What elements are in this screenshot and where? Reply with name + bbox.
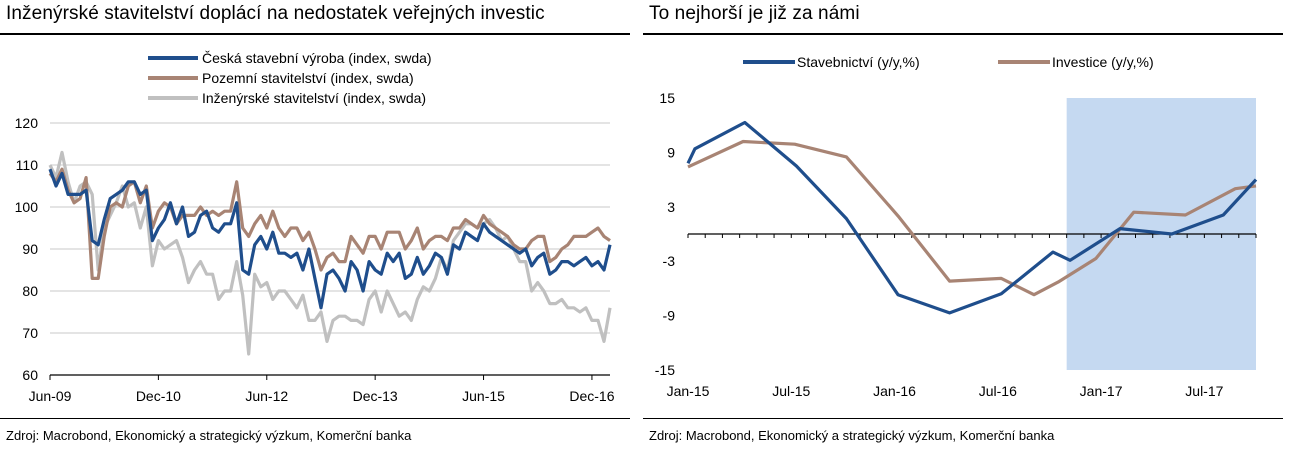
y-tick-label: 70 [22, 325, 38, 341]
x-tick-label: Jun-15 [462, 388, 505, 404]
legend-label: Inženýrské stavitelství (index, swda) [202, 90, 426, 106]
y-tick-label: -3 [663, 253, 676, 269]
chart-title: Inženýrské stavitelství doplácí na nedos… [6, 3, 545, 24]
x-tick-label: Jun-12 [245, 388, 288, 404]
y-tick-label: 3 [667, 199, 675, 215]
series-line-pozemni-stavitelstvi-index-swda [48, 167, 611, 280]
series-line-ceska-stavebni-vyroba-index-swda [48, 168, 612, 310]
series-line-inzenyrske-stavitelstvi-index-swda [48, 150, 612, 356]
x-tick-label: Dec-10 [136, 388, 181, 404]
right-chart-panel: To nejhorší je již za námi -15 -9 -3 3 9 15 Ja… [643, 0, 1283, 449]
y-tick-label: 80 [22, 283, 38, 299]
x-tick-label: Jul-16 [979, 383, 1017, 399]
x-tick-label: Dec-13 [353, 388, 398, 404]
left-chart-panel: Inženýrské stavitelství doplácí na nedos… [0, 0, 630, 449]
source-divider [643, 418, 1283, 419]
left-line-chart: 60 70 80 90 100 110 120 Jun-09 Dec-10 Jun-12 Dec-1… [15, 50, 615, 404]
title-divider [643, 33, 1283, 35]
right-line-chart: -15 -9 -3 3 9 15 Jan-15 Jul-15 Jan-16 Jul-16 Jan-1… [655, 54, 1258, 399]
y-tick-label: 60 [22, 367, 38, 383]
y-tick-label: 100 [15, 199, 39, 215]
y-tick-label: 90 [22, 241, 38, 257]
x-tick-label: Jul-17 [1185, 383, 1223, 399]
source-note: Zdroj: Macrobond, Ekonomický a strategic… [649, 428, 1055, 443]
y-tick-label: 120 [15, 115, 39, 131]
x-tick-label: Jan-15 [667, 383, 710, 399]
y-tick-label: 15 [659, 90, 675, 106]
y-tick-label: -9 [663, 308, 676, 324]
title-divider [0, 33, 630, 35]
legend-label: Česká stavební výroba (index, swda) [202, 50, 432, 66]
y-tick-label: -15 [655, 362, 675, 378]
series-line-stavebnictvi-y-y [686, 120, 1258, 315]
series-line-investice-y-y [687, 139, 1257, 297]
source-note: Zdroj: Macrobond, Ekonomický a strategic… [6, 428, 412, 443]
y-tick-label: 110 [16, 157, 39, 173]
source-divider [0, 418, 630, 419]
x-tick-label: Jun-09 [29, 388, 72, 404]
x-tick-label: Dec-16 [569, 388, 614, 404]
chart-title: To nejhorší je již za námi [649, 3, 860, 24]
legend-label: Pozemní stavitelství (index, swda) [202, 70, 414, 86]
legend-label: Investice (y/y,%) [1052, 54, 1154, 70]
legend-label: Stavebnictví (y/y,%) [797, 54, 920, 70]
x-tick-label: Jan-17 [1080, 383, 1123, 399]
x-tick-label: Jul-15 [772, 383, 810, 399]
y-tick-label: 9 [667, 144, 675, 160]
x-tick-label: Jan-16 [873, 383, 916, 399]
